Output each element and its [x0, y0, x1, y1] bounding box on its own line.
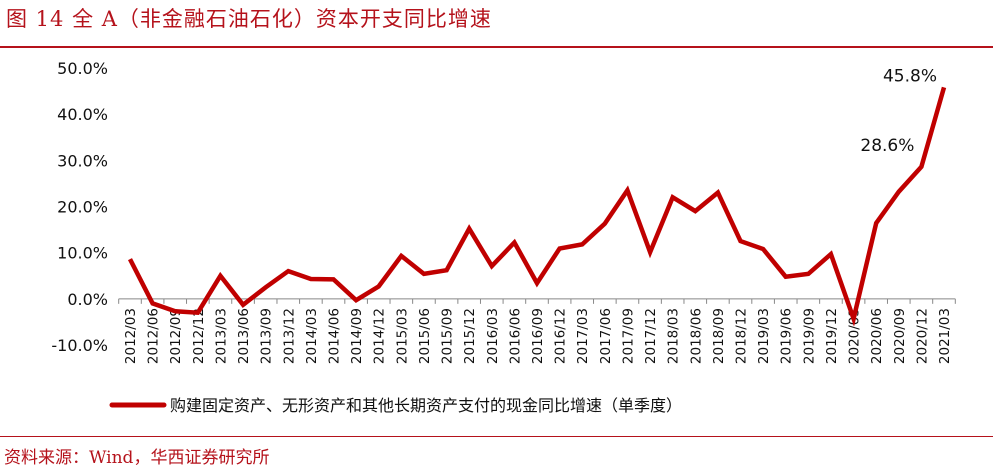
x-tick-label: 2018/03 [666, 308, 682, 364]
x-tick-label: 2020/09 [892, 308, 908, 364]
y-tick-label: 10.0% [57, 244, 108, 263]
x-tick-label: 2017/12 [643, 308, 659, 364]
series-layer [127, 86, 947, 327]
y-axis: 50.0% 40.0% 30.0% 20.0% 10.0% 0.0% -10.0% [51, 59, 108, 355]
annotation-layer: 28.6% 45.8% [860, 66, 937, 155]
x-tick-label: 2019/12 [824, 308, 840, 364]
x-tick-label: 2016/12 [553, 308, 569, 364]
figure-title: 图 14 全 A（非金融石油石化）资本开支同比增速 [6, 7, 492, 31]
x-tick-label: 2014/12 [372, 308, 388, 364]
source-note: 资料来源：Wind，华西证券研究所 [4, 448, 270, 468]
x-tick-label: 2014/09 [349, 308, 365, 364]
x-tick-label: 2019/09 [801, 308, 817, 364]
x-tick-label: 2012/09 [168, 308, 184, 364]
data-label: 45.8% [883, 66, 937, 86]
x-tick-label: 2018/09 [711, 308, 727, 364]
data-label: 28.6% [860, 136, 914, 156]
x-tick-label: 2019/03 [756, 308, 772, 364]
x-tick-label: 2019/06 [779, 308, 795, 364]
x-tick-label: 2020/06 [869, 308, 885, 364]
x-tick-label: 2016/06 [507, 308, 523, 364]
x-tick-label: 2018/06 [688, 308, 704, 364]
x-tick-label: 2016/03 [485, 308, 501, 364]
x-tick-label: 2012/12 [191, 308, 207, 364]
series-line [127, 86, 947, 327]
x-tick-label: 2013/03 [213, 308, 229, 364]
x-tick-label: 2014/06 [327, 308, 343, 364]
x-tick-label: 2012/06 [146, 308, 162, 364]
legend: 购建固定资产、无形资产和其他长期资产支付的现金同比增速（单季度） [109, 396, 682, 415]
legend-label: 购建固定资产、无形资产和其他长期资产支付的现金同比增速（单季度） [170, 396, 682, 415]
x-tick-label: 2017/03 [575, 308, 591, 364]
x-tick-label: 2013/12 [281, 308, 297, 364]
x-tick-label: 2021/03 [937, 308, 953, 364]
x-tick-label: 2015/09 [440, 308, 456, 364]
y-tick-label: 40.0% [57, 105, 108, 124]
y-tick-label: 20.0% [57, 198, 108, 217]
y-tick-label: 30.0% [57, 151, 108, 170]
x-tick-label: 2020/03 [847, 308, 863, 364]
x-tick-label: 2016/09 [530, 308, 546, 364]
source-rule [0, 436, 993, 437]
x-tick-label: 2015/03 [394, 308, 410, 364]
x-tick-label: 2012/03 [123, 308, 139, 364]
x-tick-label: 2015/06 [417, 308, 433, 364]
x-tick-label: 2020/12 [914, 308, 930, 364]
y-tick-label: 0.0% [67, 290, 108, 309]
x-tick-label: 2017/06 [598, 308, 614, 364]
x-tick-label: 2013/09 [259, 308, 275, 364]
title-rule [0, 46, 993, 48]
x-tick-label: 2014/03 [304, 308, 320, 364]
x-tick-label: 2015/12 [462, 308, 478, 364]
x-axis: 2012/03 2012/06 2012/09 2012/12 2013/03 2013/… [118, 298, 956, 364]
y-tick-label: -10.0% [51, 336, 108, 355]
x-tick-label: 2017/09 [620, 308, 636, 364]
y-tick-label: 50.0% [57, 59, 108, 78]
x-tick-label: 2013/06 [236, 308, 252, 364]
x-tick-label: 2018/12 [734, 308, 750, 364]
